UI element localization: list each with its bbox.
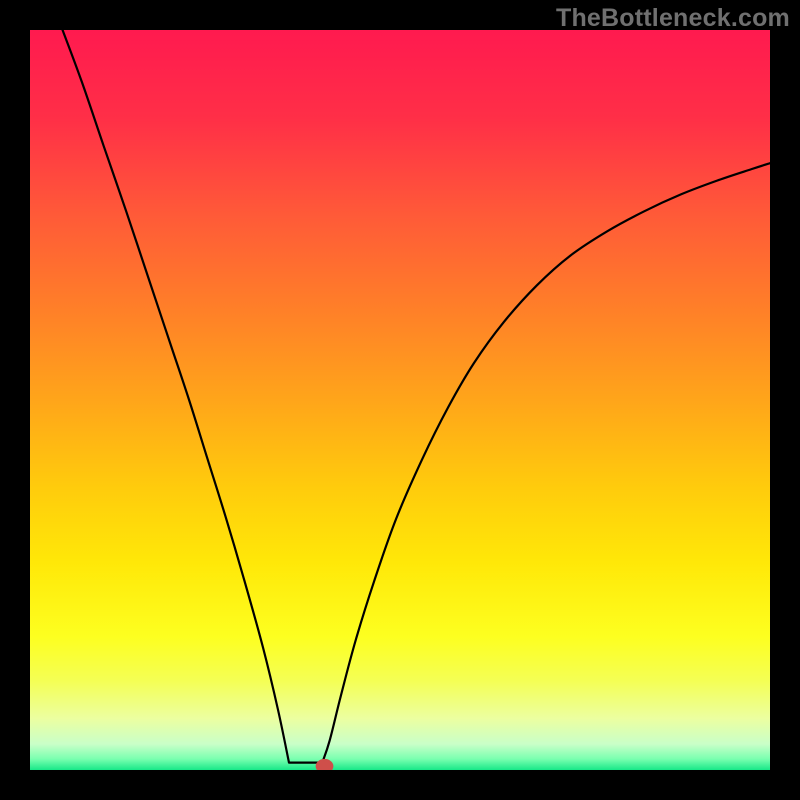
watermark-text: TheBottleneck.com [556, 4, 790, 33]
bottleneck-chart [0, 0, 800, 800]
chart-container: { "watermark": { "text": "TheBottleneck.… [0, 0, 800, 800]
plot-background [30, 30, 770, 770]
